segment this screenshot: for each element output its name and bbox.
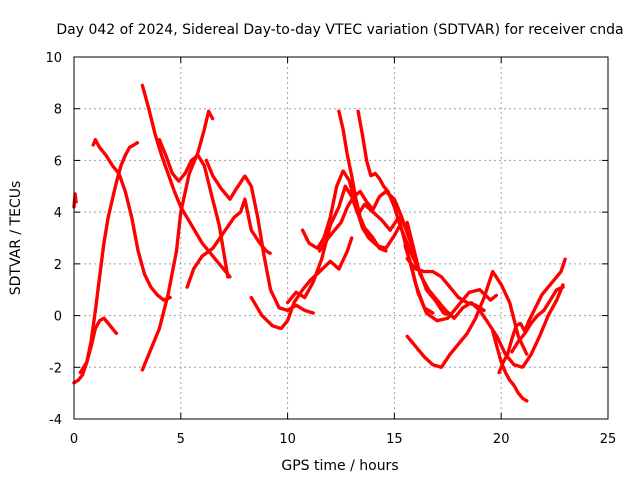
y-tick-label: 2 [54,258,62,273]
series-line-arc-16 [405,220,565,369]
series-line-arc-4 [91,138,172,302]
series-line-arc-2 [72,140,140,385]
series-line-arc-13 [317,189,416,253]
y-tick-label: 10 [45,51,62,66]
x-tick-label: 20 [493,432,510,447]
x-tick-label: 10 [279,432,296,447]
series-line-arc-7 [157,138,230,279]
series-line-arc-20 [491,329,529,403]
series-line-arc-14 [337,109,388,253]
y-tick-label: -2 [49,361,62,376]
series-line-arc-17 [405,257,486,313]
y-tick-label: 0 [54,310,62,325]
x-tick-label: 25 [600,432,617,447]
series-line-arc-12 [300,169,405,250]
series-line-arc-5 [140,109,215,372]
data-series [72,83,567,403]
x-axis-label: GPS time / hours [281,458,398,474]
grid [74,57,608,419]
series-line-arc-3 [78,316,119,375]
series-line-arc-22 [510,285,565,354]
series-line-arc-10 [249,236,354,331]
x-tick-label: 5 [177,432,185,447]
plot-frame [73,56,609,420]
chart-title: Day 042 of 2024, Sidereal Day-to-day VTE… [56,22,623,38]
series-line-arc-21 [497,257,567,375]
x-tick-label: 0 [70,432,78,447]
y-tick-label: -4 [49,413,62,428]
y-axis-label: SDTVAR / TECUs [8,181,24,296]
y-tick-label: 4 [54,206,62,221]
series-line-arc-19 [405,269,529,369]
axis-ticks: 0 5 10 15 20 25 -4 -2 0 2 4 6 8 10 [45,51,616,447]
x-tick-label: 15 [386,432,403,447]
y-tick-label: 6 [54,154,62,169]
y-tick-label: 8 [54,103,62,118]
series-line-arc-18 [403,244,499,323]
series-line-arc-6 [140,83,232,279]
